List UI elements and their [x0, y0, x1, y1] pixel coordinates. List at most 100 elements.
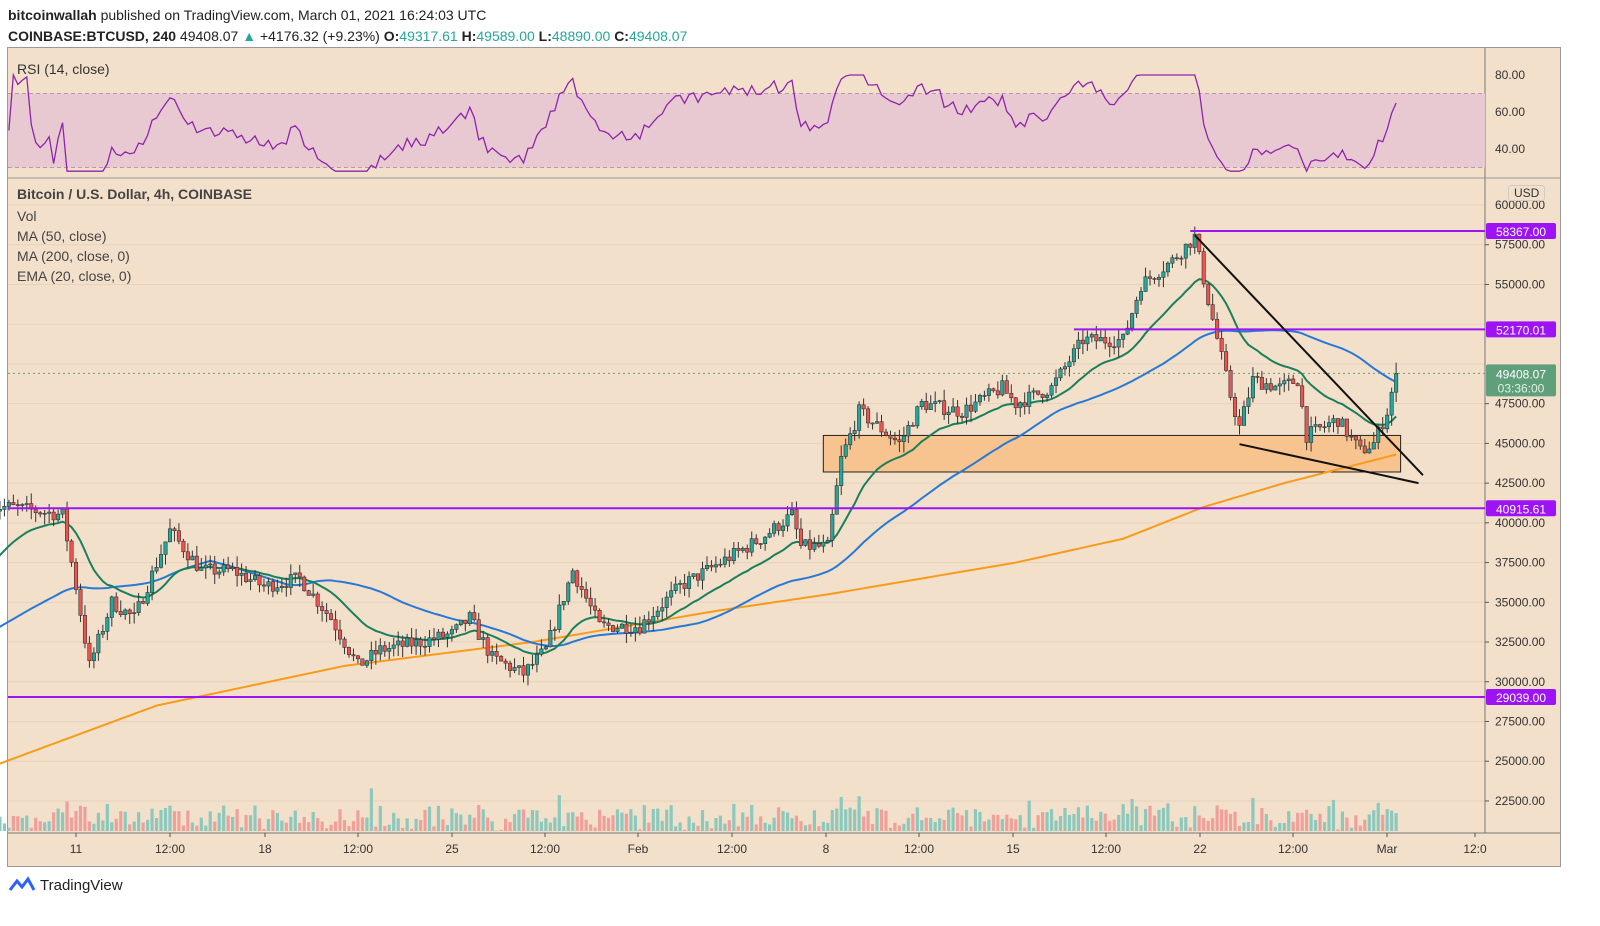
- volume-bar: [410, 828, 414, 831]
- support-zone: [822, 434, 1402, 473]
- volume-bar: [548, 822, 552, 831]
- candle: [812, 543, 817, 550]
- volume-bar: [365, 817, 369, 831]
- volume-bar: [468, 814, 472, 831]
- volume-bar: [1005, 814, 1009, 831]
- candle: [1054, 377, 1059, 386]
- y-tick-label: 45000.00: [1495, 436, 1545, 450]
- candle: [284, 585, 289, 588]
- candle: [1188, 243, 1193, 248]
- candle: [843, 444, 848, 457]
- candle: [2, 506, 7, 510]
- low-value: 48890.00: [551, 28, 611, 44]
- candle: [704, 564, 709, 570]
- volume-bar: [973, 809, 978, 831]
- volume-bar: [307, 822, 311, 831]
- candle: [472, 612, 477, 621]
- level-label-bg: [1486, 321, 1556, 338]
- candle: [270, 581, 275, 592]
- candle: [414, 639, 419, 647]
- candle: [159, 554, 164, 568]
- volume-bar: [1184, 817, 1188, 831]
- candle: [1130, 313, 1135, 329]
- legend-ma200[interactable]: MA (200, close, 0): [17, 248, 130, 264]
- candle: [490, 651, 495, 656]
- volume-bar: [535, 810, 539, 831]
- x-tick-label: 12:00: [1091, 842, 1121, 856]
- candle: [839, 456, 844, 486]
- volume-bar: [490, 821, 494, 831]
- x-tick-label: 11: [70, 842, 83, 856]
- volume-bar: [1273, 826, 1277, 831]
- candle: [1313, 424, 1318, 427]
- volume-bar: [539, 821, 543, 831]
- candle: [1219, 337, 1224, 352]
- candle: [1148, 276, 1153, 279]
- candle: [570, 570, 575, 584]
- level-label-bg: [1486, 222, 1556, 239]
- brand-name: TradingView: [40, 876, 123, 894]
- candle: [60, 508, 65, 515]
- tradingview-logo[interactable]: TradingView: [8, 876, 123, 894]
- publisher[interactable]: bitcoinwallah: [8, 7, 97, 23]
- legend-ma50[interactable]: MA (50, close): [17, 228, 107, 244]
- candle: [373, 649, 378, 655]
- y-tick-label: 30000.00: [1495, 675, 1545, 689]
- volume-bar: [826, 822, 830, 831]
- volume-bar: [441, 819, 445, 831]
- volume-bar: [499, 829, 503, 831]
- currency-label[interactable]: USD: [1508, 185, 1546, 201]
- candle: [1358, 439, 1363, 447]
- candle: [951, 406, 956, 413]
- candle: [651, 616, 656, 623]
- volume-bar: [862, 816, 866, 831]
- legend-ema20[interactable]: EMA (20, close, 0): [17, 268, 132, 284]
- candle: [1349, 435, 1354, 438]
- candle: [785, 514, 790, 527]
- volume-bar: [154, 817, 159, 831]
- volume-bar: [248, 815, 253, 831]
- volume-bar: [1085, 805, 1089, 831]
- volume-bar: [450, 808, 454, 831]
- volume-bar: [186, 810, 190, 831]
- volume-bar: [884, 810, 888, 831]
- volume-bar: [1224, 809, 1228, 831]
- volume-bar: [333, 821, 338, 831]
- candle: [91, 652, 96, 661]
- volume-bar: [119, 811, 123, 831]
- candle: [995, 390, 1000, 396]
- candle: [789, 509, 794, 515]
- volume-bar: [875, 808, 879, 831]
- candle: [235, 566, 240, 576]
- volume-bar: [195, 825, 199, 831]
- volume-bar: [1054, 820, 1058, 831]
- volume-bar: [25, 815, 29, 831]
- level-label: 40915.61: [1496, 502, 1546, 516]
- volume-bar: [83, 806, 87, 831]
- x-tick-label: 15: [1006, 842, 1020, 856]
- volume-bar: [938, 818, 942, 831]
- volume-bar: [615, 809, 620, 831]
- candle: [1013, 397, 1018, 409]
- candle: [606, 622, 611, 626]
- legend-vol[interactable]: Vol: [17, 208, 37, 224]
- candle: [382, 645, 387, 652]
- volume-bar: [271, 810, 275, 831]
- candle: [834, 485, 839, 515]
- candle: [973, 401, 978, 412]
- candle: [575, 570, 580, 587]
- candle: [664, 596, 669, 608]
- candle: [763, 536, 768, 544]
- candle: [924, 400, 929, 410]
- volume-bar: [1193, 806, 1197, 831]
- volume-bar: [799, 821, 803, 831]
- volume-bar: [597, 809, 602, 831]
- volume-bar: [1058, 816, 1063, 831]
- volume-bar: [1018, 815, 1022, 831]
- volume-bar: [65, 801, 69, 831]
- volume-bar: [34, 817, 38, 831]
- x-tick-label: 12:00: [343, 842, 373, 856]
- volume-bar: [741, 812, 745, 831]
- candle: [866, 408, 871, 424]
